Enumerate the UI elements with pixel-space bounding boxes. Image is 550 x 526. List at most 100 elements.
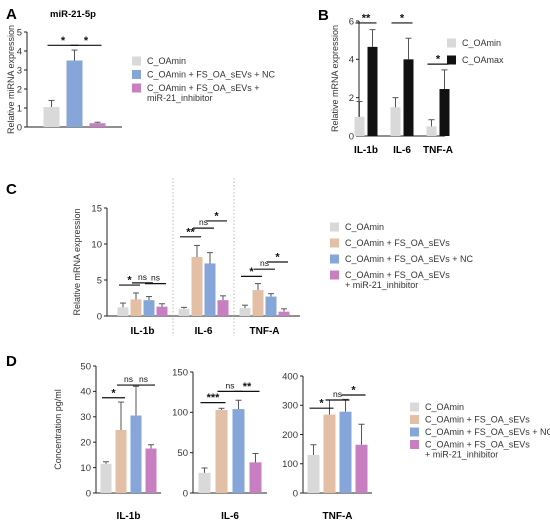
y-tick-label: 0	[183, 488, 188, 499]
bar	[204, 263, 216, 316]
significance-label: ns	[151, 273, 160, 283]
chart-title: miR-21-5p	[50, 9, 96, 20]
legend-swatch	[447, 55, 456, 65]
y-tick-label: 0	[86, 488, 91, 499]
bar	[232, 409, 245, 493]
bar	[217, 300, 229, 316]
legend-swatch	[330, 222, 339, 232]
x-group-label: TNF-A	[423, 145, 453, 156]
y-tick-label: 0	[293, 488, 298, 499]
legend-label: C_OAmin	[147, 56, 186, 66]
bar	[178, 308, 190, 316]
significance-label: *	[319, 398, 324, 410]
bar	[354, 116, 365, 136]
significance-label: ns	[138, 272, 147, 282]
y-tick-label: 0	[97, 311, 102, 322]
legend-label: C_OAmin + FS_OA_sEVs	[345, 270, 450, 280]
y-tick-label: 5	[97, 275, 102, 286]
bar	[43, 107, 60, 127]
legend-swatch	[330, 238, 339, 248]
legend-swatch	[410, 415, 419, 424]
significance-label: **	[362, 12, 371, 24]
y-tick-label: 100	[172, 408, 188, 419]
x-axis-label: TNF-A	[323, 511, 353, 522]
y-tick-label: 15	[91, 203, 102, 214]
significance-label: *	[111, 387, 116, 399]
y-tick-label: 200	[282, 430, 298, 441]
bar	[367, 46, 378, 136]
x-group-label: TNF-A	[250, 326, 280, 337]
y-axis-label: Relative mRNA expression	[330, 25, 340, 132]
y-tick-label: 10	[80, 463, 91, 474]
bar	[323, 414, 336, 493]
legend-swatch	[132, 70, 141, 79]
panel-label: D	[6, 353, 17, 370]
y-tick-label: 2	[17, 84, 22, 95]
legend-swatch	[132, 83, 141, 93]
bar	[426, 126, 437, 136]
legend-label: C_OAmax	[462, 55, 504, 65]
chart-panel-d2: 0 50 100 150 IL-6 *** ns **	[172, 367, 267, 522]
panel-label: C	[6, 181, 17, 198]
bar	[89, 123, 106, 127]
significance-label: *	[436, 54, 441, 66]
legend-label: C_OAmin + FS_OA_sEVs	[345, 238, 450, 248]
y-tick-label: 50	[80, 361, 91, 372]
significance-label: *	[249, 266, 254, 278]
legend: C_OAmin C_OAmin + FS_OA_sEVs C_OAmin + FS_…	[410, 402, 550, 460]
bar	[278, 311, 290, 316]
bar	[339, 411, 352, 493]
y-tick-label: 10	[91, 239, 102, 250]
bar	[130, 299, 142, 316]
legend-swatch	[410, 440, 419, 449]
y-tick-label: 4	[17, 46, 22, 57]
x-group-label: IL-6	[195, 326, 213, 337]
chart-panel-b: B 0 2 4 6 Relative mRNA expression IL-1b IL-6 TN…	[318, 7, 504, 156]
y-axis-label: Concentration pg/ml	[53, 389, 63, 470]
significance-label: *	[275, 252, 280, 264]
bar	[117, 307, 129, 316]
bar	[403, 59, 414, 137]
legend-label: C_OAmin + FS_OA_sEVs + NC	[425, 427, 550, 437]
x-group-label: IL-1b	[131, 326, 155, 337]
bar	[100, 463, 112, 493]
legend-swatch	[447, 38, 456, 48]
y-tick-label: 40	[80, 387, 91, 398]
panel-label: A	[6, 6, 17, 23]
legend: C_OAmin C_OAmax	[447, 38, 504, 65]
bar	[390, 107, 401, 136]
y-axis-label: Relative miRNA expression	[6, 25, 16, 134]
significance-label: *	[61, 35, 66, 47]
significance-label: **	[243, 381, 252, 393]
panel-label: B	[318, 7, 329, 24]
bar	[355, 444, 368, 493]
legend-label: C_OAmin + FS_OA_sEVs + NC	[345, 254, 474, 264]
bar	[66, 60, 83, 127]
significance-label: *	[214, 210, 219, 222]
y-tick-label: 300	[282, 401, 298, 412]
significance-label: ns	[333, 389, 342, 399]
chart-panel-d1: D 0 10 20 30 40 50 Concentration pg/ml IL-1b * ns n…	[6, 353, 161, 522]
y-tick-label: 0	[349, 131, 354, 142]
significance-label: ns	[199, 217, 208, 227]
legend-label: C_OAmin + FS_OA_sEVs	[425, 415, 530, 425]
x-group-label: IL-1b	[354, 145, 378, 156]
x-axis-label: IL-1b	[117, 511, 141, 522]
significance-label: ns	[124, 374, 133, 384]
legend-swatch	[132, 56, 141, 66]
legend-label: C_OAmin	[425, 402, 464, 412]
bar	[143, 300, 155, 316]
legend-swatch	[330, 254, 339, 264]
x-group-label: IL-6	[393, 145, 411, 156]
significance-label: *	[351, 385, 356, 397]
y-tick-label: 1	[17, 103, 22, 114]
y-tick-label: 50	[177, 448, 188, 459]
bar	[252, 290, 264, 316]
bar	[307, 454, 320, 493]
bar	[215, 409, 228, 493]
bar	[249, 462, 262, 493]
bar	[439, 89, 450, 136]
significance-label: **	[186, 226, 195, 238]
